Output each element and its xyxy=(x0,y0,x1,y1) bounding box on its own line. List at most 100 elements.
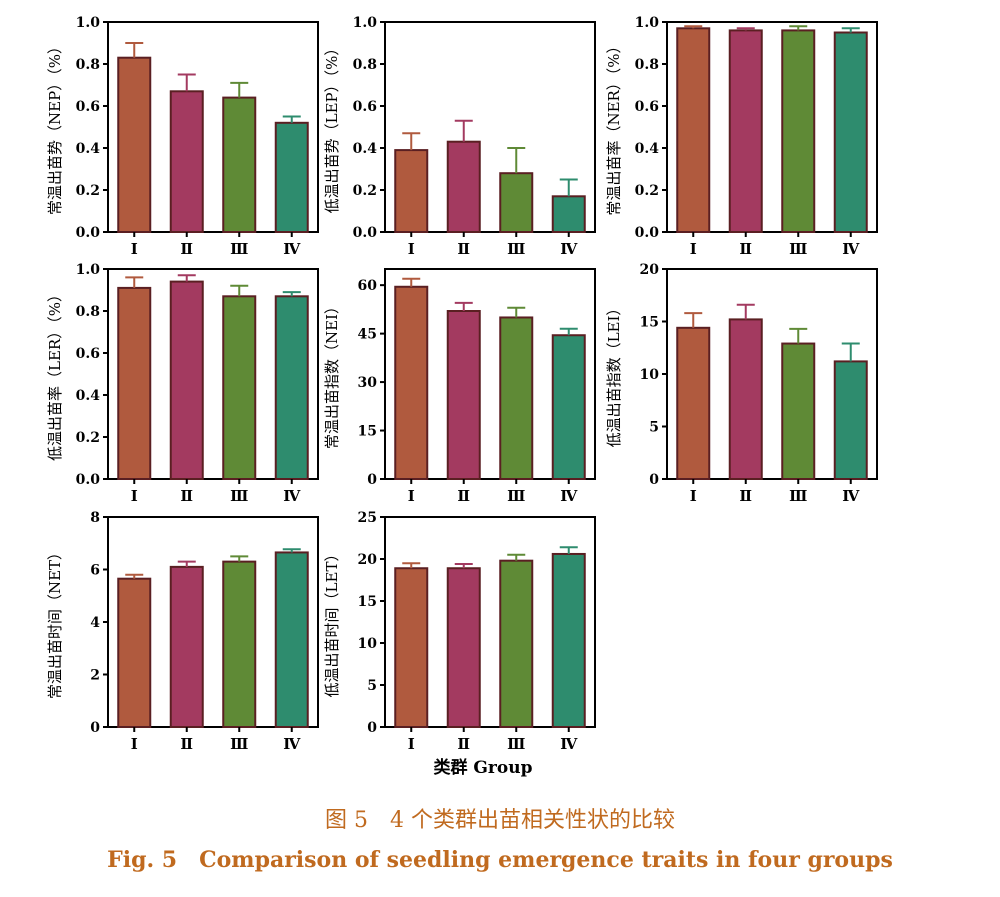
x-tick-label-0-0: Ⅰ xyxy=(131,240,138,258)
x-tick-label-7-2: Ⅲ xyxy=(507,735,525,753)
x-tick-label-2-1: Ⅱ xyxy=(739,240,752,258)
bar-3-0 xyxy=(117,286,152,480)
bar-6-2 xyxy=(222,560,257,728)
bar-2-3 xyxy=(833,31,868,233)
bar-3-3 xyxy=(274,295,309,480)
y-tick-label-6-1: 2 xyxy=(90,668,100,684)
x-tick-label-0-3: Ⅳ xyxy=(283,240,301,258)
y-tick-label-3-4: 0.8 xyxy=(76,304,100,320)
x-tick-label-7-3: Ⅳ xyxy=(560,735,578,753)
y-tick-label-3-5: 1.0 xyxy=(76,262,101,278)
y-tick-label-3-1: 0.2 xyxy=(76,430,100,446)
x-tick-label-4-0: Ⅰ xyxy=(408,487,415,505)
y-tick-label-2-3: 0.6 xyxy=(635,99,659,115)
y-tick-label-7-3: 15 xyxy=(358,594,377,610)
bar-0-1 xyxy=(169,90,204,233)
x-tick-label-2-0: Ⅰ xyxy=(690,240,697,258)
y-tick-label-1-3: 0.6 xyxy=(353,99,377,115)
bar-6-0 xyxy=(117,577,152,728)
y-tick-label-2-2: 0.4 xyxy=(635,141,660,157)
bar-7-2 xyxy=(499,559,534,728)
x-tick-label-6-2: Ⅲ xyxy=(230,735,248,753)
x-tick-label-1-3: Ⅳ xyxy=(560,240,578,258)
bar-0-0 xyxy=(117,56,152,234)
bar-5-1 xyxy=(728,318,763,480)
x-tick-label-4-1: Ⅱ xyxy=(457,487,470,505)
bar-3-2 xyxy=(222,295,257,480)
y-tick-label-1-1: 0.2 xyxy=(353,183,377,199)
bar-0-2 xyxy=(222,96,257,233)
y-tick-label-4-1: 15 xyxy=(358,424,377,440)
y-tick-label-4-0: 0 xyxy=(367,472,377,488)
bar-4-3 xyxy=(551,334,586,480)
y-tick-label-3-2: 0.4 xyxy=(76,388,101,404)
figure: 0.0 0.2 0.4 0.6 0.8 1.0 常温出苗势（NEP）（%） Ⅰ Ⅱ Ⅲ Ⅳ 0.0 0.… xyxy=(46,15,878,778)
x-tick-label-7-0: Ⅰ xyxy=(408,735,415,753)
y-tick-label-3-0: 0.0 xyxy=(76,472,101,488)
bar-2-2 xyxy=(781,29,816,234)
x-tick-label-5-1: Ⅱ xyxy=(739,487,752,505)
y-tick-label-4-3: 45 xyxy=(358,327,377,343)
y-tick-label-4-4: 60 xyxy=(358,278,378,294)
bar-4-0 xyxy=(394,285,429,480)
x-tick-label-4-2: Ⅲ xyxy=(507,487,525,505)
y-tick-label-0-1: 0.2 xyxy=(76,183,100,199)
y-axis-label-0: 常温出苗势（NEP）（%） xyxy=(46,39,64,215)
bar-6-1 xyxy=(169,565,204,728)
x-tick-label-0-2: Ⅲ xyxy=(230,240,248,258)
x-axis-label: 类群 Group xyxy=(434,757,533,778)
x-tick-label-2-2: Ⅲ xyxy=(789,240,807,258)
y-tick-label-5-1: 5 xyxy=(649,420,659,436)
y-tick-label-1-2: 0.4 xyxy=(353,141,378,157)
x-tick-label-1-1: Ⅱ xyxy=(457,240,470,258)
x-tick-label-7-1: Ⅱ xyxy=(457,735,470,753)
bar-7-3 xyxy=(551,552,586,729)
bar-4-2 xyxy=(499,316,534,481)
y-tick-label-5-3: 15 xyxy=(640,315,659,331)
x-tick-label-5-0: Ⅰ xyxy=(690,487,697,505)
bar-0-3 xyxy=(274,121,309,233)
y-axis-label-1: 低温出苗势（LEP）（%） xyxy=(323,41,341,214)
x-tick-label-3-2: Ⅲ xyxy=(230,487,248,505)
y-tick-label-1-0: 0.0 xyxy=(353,225,378,241)
y-tick-label-0-3: 0.6 xyxy=(76,99,100,115)
y-tick-label-7-1: 5 xyxy=(367,678,377,694)
bar-5-0 xyxy=(676,326,711,480)
y-tick-label-0-4: 0.8 xyxy=(76,57,100,73)
x-tick-label-4-3: Ⅳ xyxy=(560,487,578,505)
y-tick-label-0-0: 0.0 xyxy=(76,225,101,241)
bar-5-3 xyxy=(833,360,868,480)
y-tick-label-1-5: 1.0 xyxy=(353,15,378,31)
bar-2-0 xyxy=(676,27,711,233)
plot-frame-7 xyxy=(384,516,596,728)
figure-caption-zh: 图 5 4 个类群出苗相关性状的比较 xyxy=(325,808,675,833)
x-tick-label-5-3: Ⅳ xyxy=(842,487,860,505)
bar-1-0 xyxy=(394,149,429,234)
plot-frame-1 xyxy=(384,21,596,233)
y-tick-label-4-2: 30 xyxy=(358,375,378,391)
y-tick-label-5-2: 10 xyxy=(640,367,660,383)
bar-1-3 xyxy=(551,195,586,234)
y-tick-label-2-0: 0.0 xyxy=(635,225,660,241)
bar-1-2 xyxy=(499,172,534,233)
x-tick-label-6-1: Ⅱ xyxy=(180,735,193,753)
y-tick-label-3-3: 0.6 xyxy=(76,346,100,362)
x-tick-label-1-2: Ⅲ xyxy=(507,240,525,258)
y-tick-label-2-1: 0.2 xyxy=(635,183,659,199)
plot-frame-3 xyxy=(107,268,319,480)
x-tick-label-5-2: Ⅲ xyxy=(789,487,807,505)
y-tick-label-7-0: 0 xyxy=(367,720,377,736)
bar-4-1 xyxy=(446,310,481,480)
y-tick-label-6-2: 4 xyxy=(90,615,100,631)
y-tick-label-0-5: 1.0 xyxy=(76,15,101,31)
y-tick-label-7-5: 25 xyxy=(358,510,377,526)
x-tick-label-1-0: Ⅰ xyxy=(408,240,415,258)
x-tick-label-6-3: Ⅳ xyxy=(283,735,301,753)
y-axis-label-4: 常温出苗指数（NEI） xyxy=(323,299,341,449)
y-tick-label-0-2: 0.4 xyxy=(76,141,101,157)
bar-7-0 xyxy=(394,567,429,728)
plot-frame-0 xyxy=(107,21,319,233)
y-tick-label-6-0: 0 xyxy=(90,720,100,736)
x-tick-label-0-1: Ⅱ xyxy=(180,240,193,258)
y-tick-label-5-0: 0 xyxy=(649,472,659,488)
